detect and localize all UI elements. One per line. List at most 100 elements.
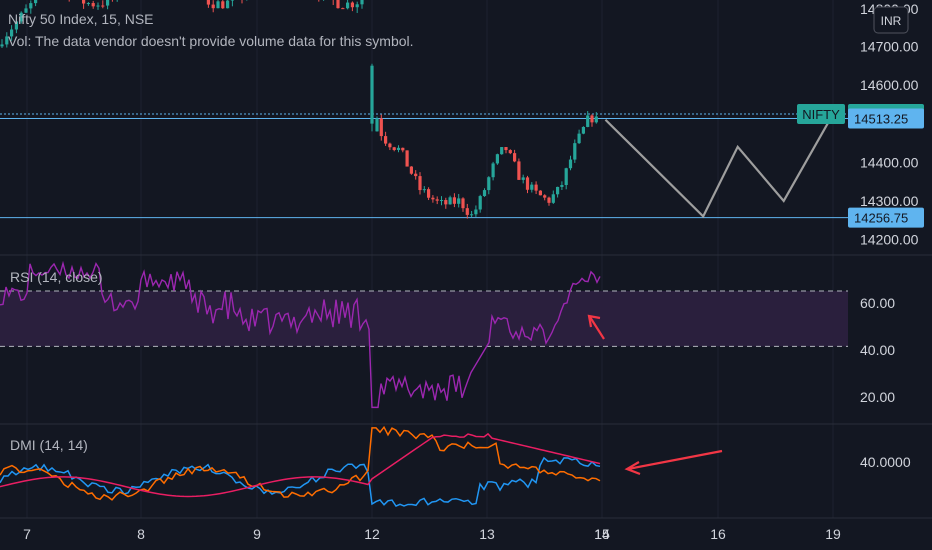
candle-body (414, 173, 418, 177)
volume-note: Vol: The data vendor doesn't provide vol… (8, 33, 414, 49)
candle-body (384, 136, 388, 144)
candle-body (556, 186, 560, 195)
rsi-tick-20: 20.00 (860, 389, 895, 405)
dmi-arrow-annotation[interactable] (624, 449, 723, 476)
price-pane[interactable] (0, 0, 848, 219)
rsi-band (0, 291, 848, 347)
candle-body (409, 166, 413, 174)
candle-body (474, 209, 478, 215)
time-tick: 8 (137, 526, 145, 542)
annotations[interactable] (587, 314, 723, 476)
candle-body (336, 0, 340, 9)
chart-title[interactable]: Nifty 50 Index, 15, NSE (8, 11, 154, 27)
rsi-pane[interactable] (0, 260, 848, 409)
candle-body (521, 177, 525, 180)
candle-body (422, 189, 426, 191)
time-tick: 14 (594, 526, 610, 542)
candle-body (491, 163, 495, 178)
dmi-plus-line (0, 456, 601, 508)
candle-body (478, 196, 482, 210)
candle-body (346, 2, 350, 9)
price-tag-value: 14256.75 (854, 211, 908, 226)
candle-body (435, 199, 439, 201)
dmi-axis[interactable]: 40.0000 (860, 454, 911, 470)
price-tick: 14600.00 (860, 77, 919, 93)
candle-body (444, 200, 448, 205)
candle-body (392, 147, 396, 151)
price-tag[interactable]: 14256.75 (848, 207, 924, 228)
price-tick: 14300.00 (860, 193, 919, 209)
candle-body (590, 115, 594, 123)
w-pattern-drawing[interactable] (604, 115, 833, 219)
horizontal-lines[interactable] (0, 113, 848, 219)
candle-body (525, 177, 530, 190)
dmi-pane[interactable] (0, 425, 601, 508)
candlesticks (0, 0, 598, 219)
time-tick: 15 (594, 526, 610, 542)
candle-body (461, 198, 465, 209)
price-tick: 14400.00 (860, 154, 919, 170)
candle-body (452, 197, 456, 204)
grid-lines (26, 0, 834, 518)
time-tick: 19 (825, 526, 841, 542)
price-tag[interactable]: 14513.25 (848, 108, 924, 129)
candle-body (564, 168, 568, 186)
candle-body (504, 147, 508, 151)
candle-body (487, 177, 491, 191)
symbol-tag: NIFTY (802, 107, 840, 122)
time-tick: 7 (23, 526, 31, 542)
candle-body (427, 189, 431, 198)
candle-body (418, 176, 422, 191)
candle-body (534, 184, 538, 191)
rsi-line (0, 260, 601, 409)
candle-body (405, 150, 409, 167)
candle-body (573, 143, 577, 160)
candle-body (577, 133, 581, 144)
candle-body (517, 161, 521, 180)
candle-body (230, 0, 234, 1)
candle-body (14, 21, 18, 30)
candle-body (106, 0, 110, 6)
rsi-title[interactable]: RSI (14, close) (10, 269, 103, 285)
candle-body (465, 208, 469, 215)
candle-body (513, 153, 517, 162)
candle-body (495, 154, 499, 164)
candle-body (350, 2, 354, 8)
candle-body (341, 8, 345, 10)
candle-body (216, 1, 220, 9)
candle-body (24, 8, 28, 13)
price-tick: 14700.00 (860, 38, 919, 54)
currency-button[interactable]: INR (873, 6, 909, 34)
adx-line (0, 432, 601, 498)
dmi-title[interactable]: DMI (14, 14) (10, 437, 88, 453)
candle-body (5, 36, 9, 45)
candle-body (86, 3, 90, 5)
candle-body (594, 116, 598, 123)
candle-body (448, 197, 452, 205)
dmi-tick-40: 40.0000 (860, 454, 911, 470)
rsi-tick-40: 40.00 (860, 342, 895, 358)
candle-body (34, 0, 38, 4)
price-tag-value: 14513.25 (854, 112, 908, 127)
candle-body (29, 3, 33, 9)
candle-body (379, 118, 383, 137)
rsi-arrow-annotation[interactable] (587, 314, 605, 340)
candle-body (586, 115, 590, 127)
dmi-minus-line (0, 425, 601, 501)
candle-body (101, 5, 105, 7)
candle-body (0, 44, 4, 47)
candle-body (439, 200, 444, 202)
candle-body (388, 143, 392, 148)
candle-body (482, 190, 487, 197)
candle-body (360, 0, 364, 5)
candle-body (19, 12, 23, 22)
candle-body (508, 150, 512, 154)
price-axis[interactable]: 14700.0014600.0014500.0014400.0014300.00… (797, 1, 924, 248)
price-tick: 14200.00 (860, 232, 919, 248)
candle-body (470, 214, 474, 216)
rsi-axis[interactable]: 60.00 40.00 20.00 (860, 295, 895, 405)
candle-body (431, 197, 435, 200)
candle-body (211, 4, 215, 9)
